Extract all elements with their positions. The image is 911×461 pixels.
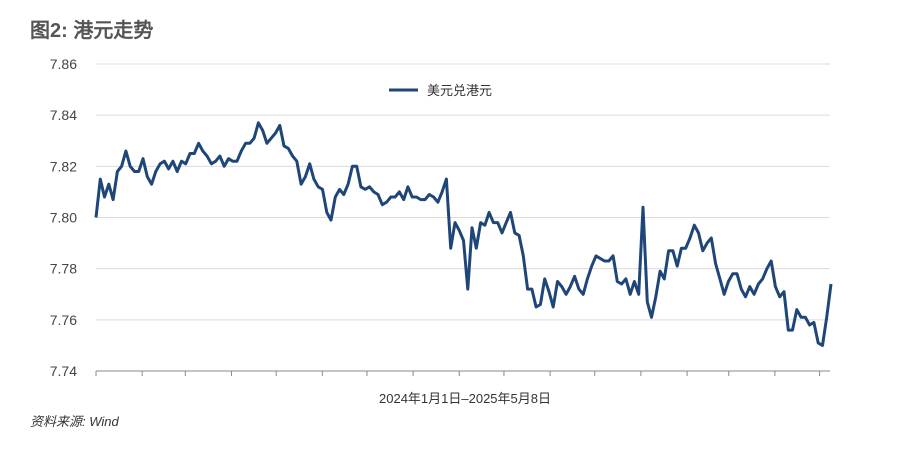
y-tick-label: 7.82 bbox=[50, 158, 77, 174]
y-tick-label: 7.80 bbox=[50, 210, 77, 226]
source-note: 资料来源: Wind bbox=[30, 414, 119, 429]
y-tick-label: 7.76 bbox=[50, 312, 77, 328]
y-tick-label: 7.84 bbox=[50, 107, 77, 123]
chart-title: 图2: 港元走势 bbox=[30, 20, 154, 42]
series-line-usd-hkd bbox=[94, 121, 833, 347]
y-tick-label: 7.86 bbox=[50, 56, 77, 72]
y-tick-label: 7.78 bbox=[50, 261, 77, 277]
gridlines bbox=[96, 63, 830, 321]
y-tick-label: 7.74 bbox=[50, 363, 77, 379]
legend-label: 美元兑港元 bbox=[427, 83, 492, 98]
x-axis bbox=[95, 370, 830, 376]
y-axis-ticks: 7.74 7.76 7.78 7.80 7.82 7.84 7.86 bbox=[50, 56, 77, 379]
legend: 美元兑港元 bbox=[389, 83, 492, 98]
x-axis-label: 2024年1月1日–2025年5月8日 bbox=[379, 391, 551, 406]
